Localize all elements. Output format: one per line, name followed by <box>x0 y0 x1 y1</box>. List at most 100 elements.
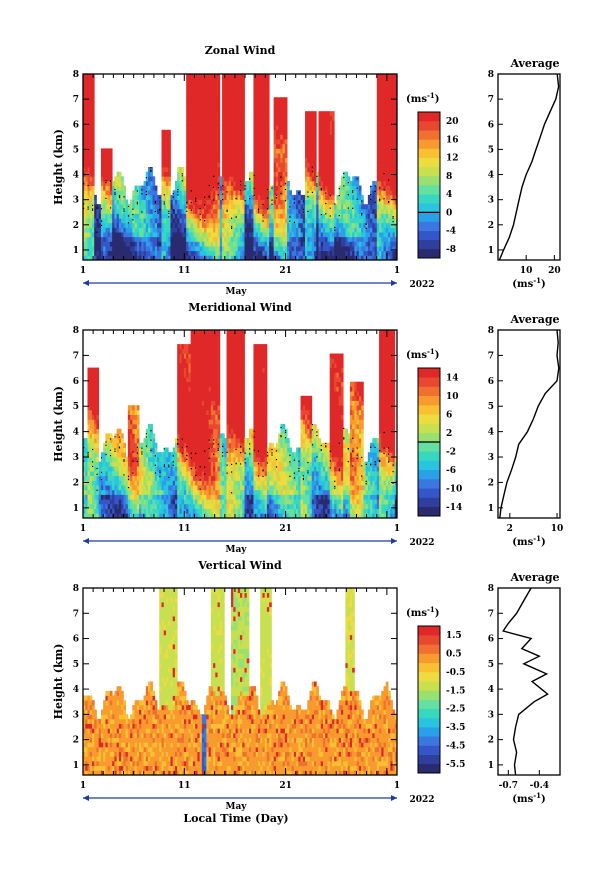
heatmap-cell <box>89 466 93 472</box>
heatmap-cell <box>192 194 196 200</box>
heatmap-cell <box>148 424 151 430</box>
contour-dot <box>257 208 260 210</box>
heatmap-cell <box>226 222 230 228</box>
heatmap-cell <box>125 199 129 205</box>
heatmap-cell <box>107 190 111 196</box>
heatmap-cell <box>174 213 178 219</box>
heatmap-cell <box>105 485 109 491</box>
heatmap-cell <box>152 176 156 182</box>
heatmap-cell <box>329 227 333 233</box>
heatmap-cell <box>255 199 259 205</box>
heatmap-cell <box>112 494 115 500</box>
heatmap-cell <box>262 255 266 261</box>
heatmap-cell <box>379 204 382 210</box>
heatmap-cell <box>183 190 187 196</box>
heatmap-cell <box>201 111 205 117</box>
heatmap-cell <box>132 405 135 411</box>
heatmap-cell <box>305 139 308 145</box>
heatmap-cell <box>168 503 171 509</box>
heatmap-cell <box>159 218 162 224</box>
heatmap-cell <box>152 241 156 247</box>
heatmap-cell <box>136 232 140 238</box>
heatmap-cell <box>309 162 313 168</box>
heatmap-cell <box>379 125 382 131</box>
heatmap-cell <box>240 241 243 247</box>
heatmap-cell <box>235 213 239 219</box>
heatmap-cell <box>345 190 349 196</box>
contour-dot <box>114 188 116 191</box>
heatmap-cell <box>201 185 205 191</box>
heatmap-cell <box>83 499 86 505</box>
heatmap-cell <box>154 199 158 205</box>
heatmap-cell <box>390 153 393 159</box>
heatmap-cell <box>278 153 281 159</box>
heatmap-cell <box>168 485 171 491</box>
heatmap-cell <box>134 194 138 200</box>
contour-dot <box>338 195 340 197</box>
heatmap-cell <box>226 74 230 80</box>
heatmap-cell <box>356 208 360 214</box>
heatmap-cell <box>116 485 120 491</box>
heatmap-cell <box>186 129 189 135</box>
heatmap-cell <box>255 185 259 191</box>
heatmap-cell <box>159 461 162 467</box>
heatmap-cell <box>392 101 396 107</box>
heatmap-cell <box>139 466 142 472</box>
heatmap-cell <box>242 232 245 238</box>
heatmap-cell <box>179 180 183 186</box>
heatmap-cell <box>100 236 104 242</box>
heatmap-cell <box>139 475 142 481</box>
heatmap-cell <box>139 194 142 200</box>
heatmap-cell <box>103 222 106 228</box>
heatmap-cell <box>240 111 243 117</box>
heatmap-cell <box>255 246 259 252</box>
heatmap-cell <box>325 241 328 247</box>
heatmap-cell <box>392 180 396 186</box>
heatmap-cell <box>278 232 281 238</box>
heatmap-cell <box>143 475 147 481</box>
heatmap-cell <box>213 171 216 177</box>
heatmap-cell <box>85 87 88 93</box>
heatmap-cell <box>197 125 201 131</box>
heatmap-cell <box>208 250 212 256</box>
contour-dot <box>352 207 354 209</box>
heatmap-cell <box>103 255 106 261</box>
heatmap-cell <box>204 194 207 200</box>
heatmap-cell <box>224 190 227 196</box>
heatmap-cell <box>275 222 279 228</box>
heatmap-cell <box>174 232 178 238</box>
heatmap-cell <box>262 139 266 145</box>
heatmap-cell <box>381 213 384 219</box>
heatmap-cell <box>226 194 230 200</box>
heatmap-cell <box>320 129 324 135</box>
heatmap-cell <box>374 204 378 210</box>
contour-dot <box>141 193 143 195</box>
heatmap-cell <box>390 157 393 163</box>
heatmap-cell <box>305 153 308 159</box>
heatmap-cell <box>152 433 156 439</box>
heatmap-cell <box>134 466 138 472</box>
heatmap-cell <box>109 185 113 191</box>
contour-dot <box>118 436 121 438</box>
heatmap-cell <box>266 143 270 149</box>
heatmap-cell <box>134 414 138 420</box>
heatmap-cell <box>365 241 369 247</box>
heatmap-cell <box>235 190 239 196</box>
heatmap-cell <box>87 494 91 500</box>
heatmap-cell <box>320 148 324 154</box>
heatmap-cell <box>385 157 389 163</box>
heatmap-cell <box>325 227 328 233</box>
heatmap-cell <box>87 176 91 182</box>
heatmap-cell <box>83 222 86 228</box>
heatmap-cell <box>302 194 306 200</box>
heatmap-cell <box>165 194 169 200</box>
heatmap-cell <box>174 466 178 472</box>
heatmap-cell <box>94 508 97 514</box>
heatmap-cell <box>385 208 389 214</box>
heatmap-cell <box>334 227 337 233</box>
heatmap-cell <box>219 194 223 200</box>
heatmap-cell <box>98 475 102 481</box>
profile-y-tick-label: 4 <box>488 171 494 181</box>
heatmap-cell <box>309 250 313 256</box>
